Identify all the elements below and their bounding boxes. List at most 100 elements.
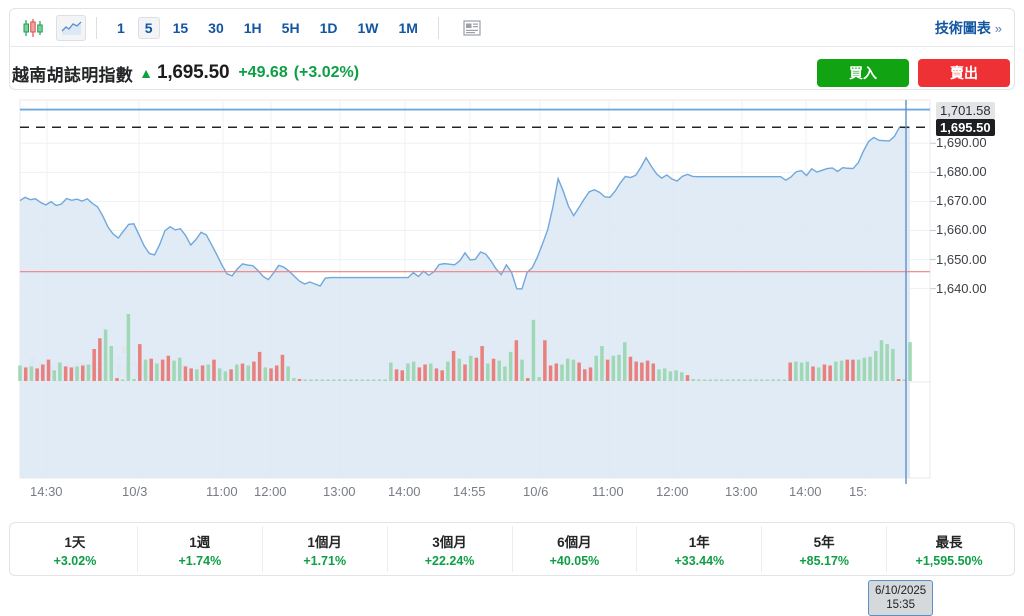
volume-bar [263, 367, 268, 381]
period-performance-strip: 1天 +3.02% 1週 +1.74% 1個月 +1.71% 3個月 +22.24% 6個月 +4… [9, 522, 1015, 576]
volume-bar [537, 377, 541, 381]
volume-bar [737, 379, 741, 381]
price-axis-tick: 1,650.00 [936, 251, 987, 267]
volume-bar [497, 360, 501, 381]
volume-bar [645, 360, 650, 381]
period-cell[interactable]: 1天 +3.02% [13, 526, 138, 572]
timeframe-1h[interactable]: 1H [243, 19, 262, 36]
volume-bar [360, 379, 365, 381]
volume-bar [794, 361, 798, 381]
volume-bar [349, 379, 353, 381]
volume-bar [474, 357, 479, 381]
timeframe-1[interactable]: 1 [117, 19, 125, 36]
volume-bar [526, 378, 530, 381]
time-axis-tick: 15: [849, 484, 868, 499]
price-change-percent: (+3.02%) [293, 64, 360, 81]
period-cell[interactable]: 最長 +1,595.50% [887, 526, 1011, 572]
volume-bar [286, 366, 290, 381]
volume-bar [491, 358, 496, 381]
chart-toolbar: 1 5 15 30 1H 5H 1D 1W 1M 技術圖表 » [10, 9, 1014, 47]
volume-bar [771, 379, 775, 381]
volume-bar [548, 365, 553, 381]
volume-bar [160, 359, 165, 381]
volume-bar [257, 351, 262, 381]
volume-bar [617, 354, 621, 381]
timeframe-1m[interactable]: 1M [398, 19, 418, 36]
volume-bar [41, 364, 45, 381]
period-cell[interactable]: 5年 +85.17% [762, 526, 888, 572]
volume-bar [571, 359, 576, 381]
volume-bar [680, 372, 684, 381]
timeframe-5h[interactable]: 5H [281, 19, 300, 36]
timeframe-1w[interactable]: 1W [357, 19, 379, 36]
period-cell[interactable]: 6個月 +40.05% [513, 526, 638, 572]
candlestick-chart-icon[interactable] [18, 15, 48, 41]
volume-bar [371, 379, 376, 381]
crosshair-date: 6/10/2025 [875, 585, 927, 597]
time-axis-tick: 14:00 [789, 484, 822, 499]
volume-bar [86, 364, 91, 381]
volume-bar [303, 379, 308, 381]
volume-bar [309, 379, 313, 381]
timeframe-1d[interactable]: 1D [319, 19, 338, 36]
volume-bar [252, 361, 256, 381]
volume-bar [503, 366, 507, 381]
timeframe-15[interactable]: 15 [172, 19, 189, 36]
volume-bar [754, 379, 758, 381]
volume-bar [657, 369, 661, 381]
volume-bar [908, 342, 912, 381]
period-label: 1週 [189, 534, 211, 550]
period-cell[interactable]: 1週 +1.74% [138, 526, 263, 572]
period-label: 1個月 [307, 534, 342, 550]
volume-bar [668, 371, 673, 381]
volume-bar [719, 379, 724, 381]
toolbar-divider-2 [437, 16, 439, 39]
area-chart-icon[interactable] [56, 14, 86, 41]
volume-bar [782, 379, 787, 381]
buy-button[interactable]: 買入 [817, 59, 909, 87]
period-label: 1天 [64, 534, 86, 550]
volume-bar [109, 346, 114, 381]
period-cell[interactable]: 3個月 +22.24% [388, 526, 513, 572]
volume-bar [463, 364, 467, 381]
volume-bar [508, 351, 513, 381]
price-axis-tick: 1,660.00 [936, 222, 987, 238]
period-cell[interactable]: 1年 +33.44% [637, 526, 763, 572]
timeframe-30[interactable]: 30 [208, 19, 224, 36]
volume-bar [394, 369, 399, 381]
volume-bar [223, 371, 228, 381]
volume-bar [605, 359, 610, 381]
volume-bar [468, 355, 473, 381]
volume-bar [554, 363, 559, 381]
price-axis-tick: 1,670.00 [936, 193, 987, 209]
volume-bar [788, 362, 792, 381]
volume-bar [115, 378, 119, 381]
period-cell[interactable]: 1個月 +1.71% [263, 526, 388, 572]
volume-bar [862, 357, 867, 381]
technical-chart-link[interactable]: 技術圖表 » [935, 18, 1002, 38]
sell-button[interactable]: 賣出 [918, 59, 1010, 87]
direction-arrow-icon: ▲ [139, 65, 153, 81]
volume-bar [799, 362, 804, 381]
volume-bar [731, 379, 735, 381]
volume-bar [577, 362, 581, 381]
volume-bar [200, 365, 205, 381]
price-chart[interactable]: Investing.com 1,701.581,695.501,690.00 1,… [0, 96, 1024, 616]
chart-canvas[interactable]: Investing.com [0, 96, 1024, 516]
crosshair-tooltip: 6/10/2025 15:35 [868, 580, 934, 616]
volume-bar [560, 364, 564, 381]
timeframe-5[interactable]: 5 [137, 16, 160, 39]
volume-bar [480, 346, 484, 381]
trade-buttons: 買入 賣出 [817, 59, 1010, 87]
volume-bar [759, 379, 764, 381]
volume-bar [29, 366, 34, 381]
volume-bar [816, 367, 821, 381]
chevron-right-icon: » [994, 20, 1002, 36]
volume-bar [628, 356, 633, 381]
price-axis-tick: 1,690.00 [936, 135, 987, 151]
price-line [19, 126, 911, 290]
news-panel-icon[interactable] [457, 15, 487, 41]
volume-bar [417, 367, 422, 381]
volume-bar [879, 340, 884, 381]
volume-bar [52, 370, 56, 381]
